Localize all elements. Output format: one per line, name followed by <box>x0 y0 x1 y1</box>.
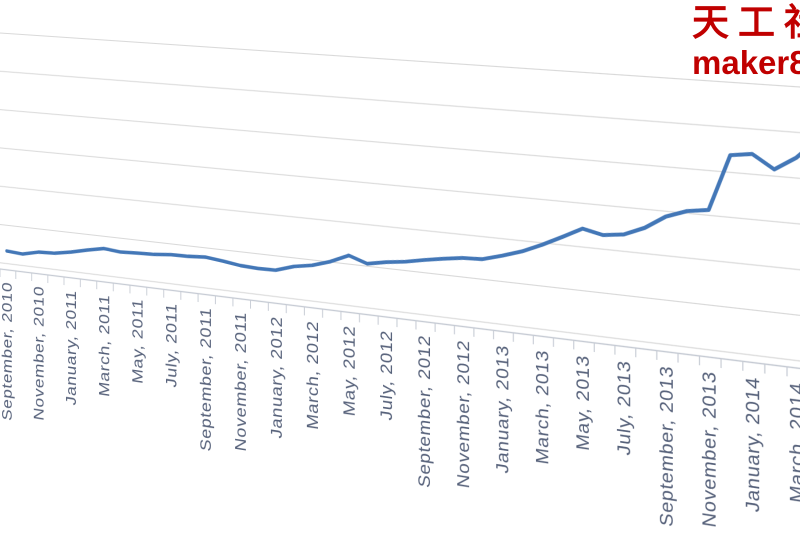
gridline <box>0 71 800 135</box>
watermark: 天工社 maker8 <box>692 1 800 81</box>
watermark-chinese-text: 天工社 <box>692 1 800 44</box>
x-axis-label: November, 2010 <box>32 285 48 422</box>
x-axis-label: March, 2013 <box>533 349 553 466</box>
x-axis-label: March, 2011 <box>97 293 113 398</box>
x-axis-label: September, 2010 <box>0 281 15 422</box>
x-axis-label: May, 2013 <box>574 354 594 452</box>
x-axis-label: September, 2011 <box>198 306 215 452</box>
x-axis-label: January, 2013 <box>493 344 512 475</box>
gridline <box>0 148 800 228</box>
x-axis-label: November, 2013 <box>699 370 720 529</box>
gridline <box>0 262 800 365</box>
x-axis-label: September, 2012 <box>416 334 435 489</box>
gridline <box>0 109 800 181</box>
x-axis-label: January, 2011 <box>64 289 80 406</box>
x-axis-label: September, 2013 <box>657 365 678 529</box>
x-axis-label: July, 2012 <box>378 329 396 421</box>
x-axis-label: November, 2011 <box>233 311 250 453</box>
data-series-line <box>7 76 800 350</box>
x-axis-label: July, 2011 <box>164 302 181 389</box>
gridline <box>0 224 800 319</box>
x-axis-line <box>0 268 800 372</box>
x-axis-label: January, 2012 <box>268 315 286 439</box>
x-axis-label: January, 2014 <box>743 375 765 513</box>
x-axis-label: March, 2012 <box>304 320 322 431</box>
watermark-latin-text: maker8 <box>692 43 800 81</box>
x-axis-label: July, 2013 <box>615 359 635 456</box>
x-axis-label: November, 2012 <box>454 339 473 490</box>
x-axis-label: May, 2012 <box>341 324 359 417</box>
x-axis-label: March, 2014 <box>787 381 800 505</box>
x-axis-label: May, 2011 <box>130 298 146 385</box>
